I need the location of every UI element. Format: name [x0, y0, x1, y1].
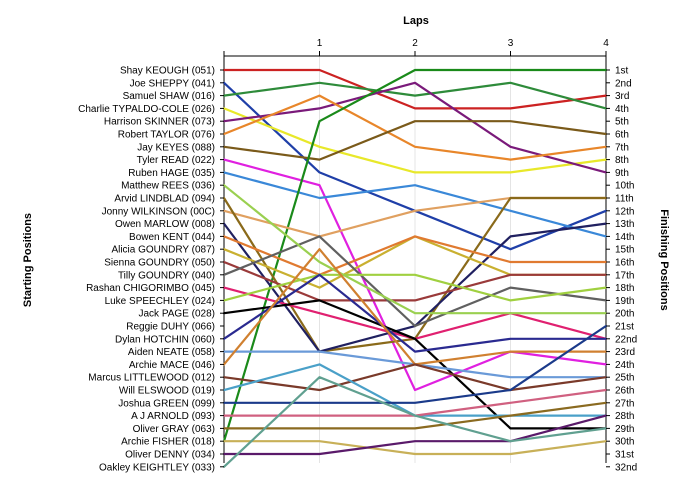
finishing-position-label: 31st [615, 450, 634, 461]
starting-position-label: Alicia GOUNDRY (087) [111, 245, 215, 256]
starting-position-label: Bowen KENT (044) [129, 232, 215, 243]
finishing-position-label: 7th [615, 142, 629, 153]
starting-position-label: Harrison SKINNER (073) [104, 117, 215, 128]
series-lines [222, 68, 608, 468]
finishing-position-label: 29th [615, 424, 634, 435]
labels: 1 2 3 4 Shay KEOUGH (051)Joe SHEPPY (041) Sam… [78, 38, 637, 473]
rider-position-line [222, 68, 608, 110]
finishing-position-label: 11th [615, 194, 634, 205]
finishing-position-label: 13th [615, 219, 634, 230]
ticks [220, 51, 610, 468]
finishing-position-label: 22nd [615, 334, 637, 345]
rider-position-line [222, 299, 608, 430]
finishing-position-label: 20th [615, 309, 634, 320]
finishing-position-label: 28th [615, 411, 634, 422]
finishing-position-label: 8th [615, 155, 629, 166]
finishing-position-label: 2nd [615, 78, 632, 89]
y-axis-left-title: Starting Positions [22, 213, 34, 307]
finishing-position-label: 12th [615, 206, 634, 217]
starting-position-label: Jack PAGE (028) [138, 309, 215, 320]
starting-position-label: Arvid LINDBLAD (094) [114, 194, 215, 205]
starting-position-label: Aiden NEATE (058) [128, 347, 215, 358]
starting-position-label: Ruben HAGE (035) [128, 168, 215, 179]
y-axis-right-title: Finishing Positions [658, 209, 670, 310]
starting-position-label: Joshua GREEN (099) [118, 398, 215, 409]
finishing-position-label: 14th [615, 232, 634, 243]
finishing-position-label: 17th [615, 270, 634, 281]
finishing-position-label: 3rd [615, 91, 629, 102]
rider-position-line [222, 158, 608, 392]
x-tick-label: 1 [317, 38, 323, 49]
rider-position-line [222, 401, 608, 430]
rider-position-line [222, 235, 608, 328]
starting-position-label: Charlie TYPALDO-COLE (026) [78, 104, 215, 115]
finishing-position-label: 4th [615, 104, 629, 115]
finishing-position-label: 5th [615, 117, 629, 128]
rider-position-line [222, 363, 608, 392]
finishing-position-label: 30th [615, 437, 634, 448]
rider-position-line [222, 235, 608, 276]
chart-title: Laps [403, 15, 429, 27]
x-tick-label: 3 [508, 38, 514, 49]
starting-position-label: A J ARNOLD (093) [131, 411, 215, 422]
starting-position-label: Jay KEYES (088) [137, 142, 215, 153]
finishing-position-label: 21st [615, 322, 634, 333]
finishing-position-label: 27th [615, 398, 634, 409]
rider-position-line [222, 81, 608, 110]
rider-position-line [222, 120, 608, 161]
rider-position-line [222, 414, 608, 456]
starting-position-label: Joe SHEPPY (041) [130, 78, 215, 89]
starting-position-label: Rashan CHIGORIMBO (045) [86, 283, 215, 294]
starting-position-label: Tyler READ (022) [137, 155, 215, 166]
starting-position-label: Oakley KEIGHTLEY (033) [99, 462, 215, 473]
finishing-position-label: 9th [615, 168, 629, 179]
starting-position-label: Robert TAYLOR (076) [118, 130, 215, 141]
rider-position-line [222, 440, 608, 456]
starting-position-label: Matthew REES (036) [121, 181, 215, 192]
starting-position-label: Samuel SHAW (016) [123, 91, 215, 102]
starting-position-label: Luke SPEECHLEY (024) [105, 296, 215, 307]
x-tick-label: 2 [412, 38, 418, 49]
rider-position-line [222, 184, 608, 315]
starting-position-label: Sienna GOUNDRY (050) [104, 258, 215, 269]
rider-position-line [222, 273, 608, 302]
starting-position-label: Oliver DENNY (034) [125, 450, 215, 461]
starting-position-label: Reggie DUHY (066) [126, 322, 215, 333]
finishing-position-label: 18th [615, 283, 634, 294]
finishing-position-label: 26th [615, 386, 634, 397]
rider-position-line [222, 273, 608, 353]
finishing-position-label: 19th [615, 296, 634, 307]
finishing-position-label: 24th [615, 360, 634, 371]
starting-position-label: Archie MACE (046) [129, 360, 215, 371]
rider-position-line [222, 107, 608, 174]
finishing-position-label: 23rd [615, 347, 635, 358]
starting-position-label: Tilly GOUNDRY (040) [118, 270, 215, 281]
finishing-position-label: 1st [615, 66, 629, 77]
x-tick-label: 4 [603, 38, 609, 49]
rider-position-line [222, 324, 608, 404]
starting-position-label: Oliver GRAY (063) [133, 424, 215, 435]
starting-position-label: Shay KEOUGH (051) [120, 66, 215, 77]
finishing-position-label: 6th [615, 130, 629, 141]
rider-position-line [222, 94, 608, 161]
starting-position-label: Owen MARLOW (008) [115, 219, 215, 230]
finishing-position-label: 32nd [615, 462, 637, 473]
rider-position-line [222, 171, 608, 238]
finishing-position-label: 25th [615, 373, 634, 384]
finishing-position-label: 15th [615, 245, 634, 256]
finishing-position-label: 16th [615, 258, 634, 269]
starting-position-label: Marcus LITTLEWOOD (012) [88, 373, 215, 384]
starting-position-label: Jonny WILKINSON (00C) [102, 206, 215, 217]
starting-position-label: Dylan HOTCHIN (060) [115, 334, 215, 345]
finishing-position-label: 10th [615, 181, 634, 192]
starting-position-label: Will ELSWOOD (019) [119, 386, 215, 397]
starting-position-label: Archie FISHER (018) [121, 437, 215, 448]
rider-position-line [222, 376, 608, 468]
